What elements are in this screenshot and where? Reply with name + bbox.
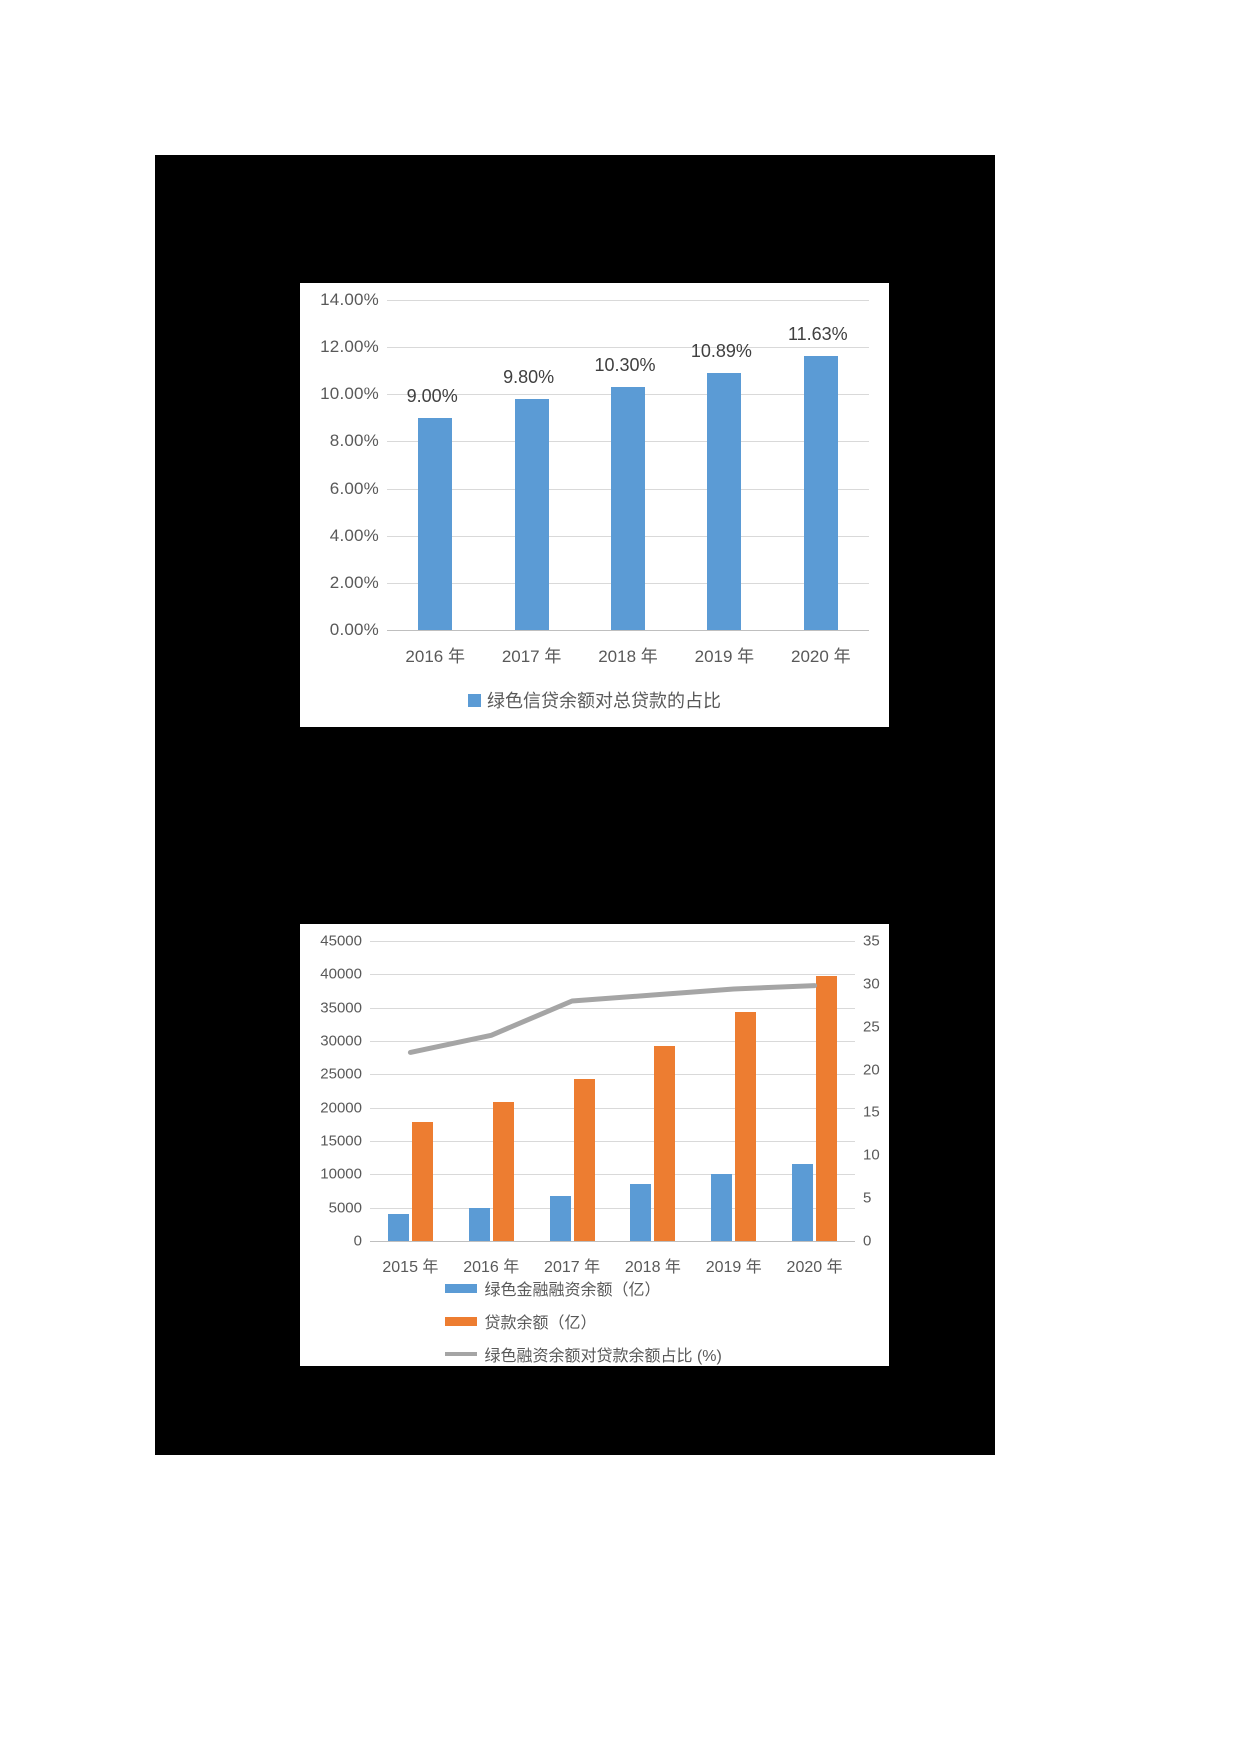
chart2-bar-green-finance — [630, 1184, 652, 1241]
chart2-bar-green-finance — [711, 1174, 733, 1241]
chart1-legend-label-0: 绿色信贷余额对总贷款的占比 — [487, 691, 721, 711]
legend-swatch-rect-blue — [444, 1283, 477, 1293]
chart1-xtick-label: 2017 年 — [501, 647, 562, 666]
chart2-xtick-label: 2019 年 — [705, 1259, 762, 1276]
chart2-legend: 绿色金融融资余额（亿） 贷款余额（亿） 绿色融资余额对贷款余额占比 (%) — [300, 1276, 889, 1366]
legend-swatch-line-gray — [444, 1352, 477, 1356]
chart2-ytick-label-right: 10 — [863, 1146, 880, 1164]
chart2-ytick-label-left: 25000 — [320, 1065, 362, 1083]
chart1-bar — [418, 417, 453, 630]
chart1-plot-area: 0.00% 2.00% 4.00% 6.00% 8.00% 10.00% 12.00% 14.… — [320, 290, 869, 666]
chart2-gridline — [370, 1107, 855, 1109]
chart1-legend: 绿色信贷余额对总贷款的占比 — [300, 687, 889, 713]
chart2-gridline — [370, 1041, 855, 1042]
chart2-gridline — [370, 1174, 855, 1176]
chart2-ytick-label-right: 15 — [863, 1103, 880, 1121]
chart2-bar-green-finance — [468, 1207, 490, 1241]
chart2-bar-loan-balance — [735, 1011, 757, 1241]
chart1-data-label: 9.00% — [406, 385, 458, 406]
chart2-gridline — [370, 1207, 855, 1209]
chart1-data-label: 11.63% — [787, 323, 848, 344]
chart1-gridline — [387, 347, 869, 349]
chart2-ytick-label-left: 0 — [353, 1232, 362, 1250]
chart2-ytick-label-left: 10000 — [320, 1165, 362, 1183]
chart2-plot-area: 0 5000 10000 15000 20000 25000 30000 35000 40000… — [320, 933, 879, 1277]
chart2-gridline — [370, 1141, 855, 1142]
chart1-bar — [611, 387, 645, 630]
chart2-axis-baseline — [370, 1241, 855, 1242]
chart2-ytick-label-right: 0 — [863, 1232, 872, 1250]
chart1-bar — [514, 399, 549, 630]
chart2-bar-green-finance — [387, 1214, 409, 1241]
chart1-ytick-label: 8.00% — [329, 431, 379, 451]
chart1-ytick-label: 6.00% — [329, 478, 379, 498]
chart1-ytick-label: 4.00% — [329, 525, 379, 545]
chart1-xtick-label: 2016 年 — [405, 647, 465, 666]
chart-green-credit-share: 0.00% 2.00% 4.00% 6.00% 8.00% 10.00% 12.00% 14.… — [300, 283, 889, 727]
chart2-ytick-label-right: 20 — [863, 1061, 880, 1079]
chart-green-finance-vs-loans: 0 5000 10000 15000 20000 25000 30000 35000 40000… — [300, 924, 889, 1366]
chart2-legend-label-2: 绿色融资余额对贷款余额占比 (%) — [484, 1348, 722, 1365]
chart2-ytick-label-right: 30 — [863, 975, 880, 993]
chart1-data-label: 10.89% — [690, 341, 752, 362]
chart2-ytick-label-right: 25 — [863, 1018, 880, 1036]
chart2-xtick-label: 2020 年 — [786, 1259, 843, 1276]
chart2-ytick-label-left: 30000 — [320, 1032, 362, 1050]
chart1-data-label: 10.30% — [594, 355, 656, 376]
chart1-ytick-label: 2.00% — [329, 572, 379, 592]
chart2-bar-green-finance — [549, 1196, 571, 1241]
chart2-gridline — [370, 974, 855, 976]
chart2-ytick-label-right: 35 — [863, 932, 880, 950]
chart2-bar-loan-balance — [816, 975, 838, 1241]
chart1-bar — [707, 373, 742, 630]
chart2-ytick-label-left: 20000 — [320, 1099, 362, 1117]
chart2-ytick-label-right: 5 — [863, 1189, 872, 1207]
chart2-bar-loan-balance — [654, 1045, 676, 1241]
chart2-bar-loan-balance — [573, 1079, 595, 1241]
chart1-xtick-label: 2018 年 — [598, 647, 658, 666]
chart2-xtick-label: 2017 年 — [544, 1259, 601, 1276]
chart1-gridline — [387, 300, 869, 301]
chart2-ytick-label-left: 40000 — [320, 965, 362, 983]
chart2-xtick-label: 2018 年 — [624, 1259, 681, 1276]
chart1-bar — [803, 355, 838, 630]
chart2-ytick-label-left: 45000 — [320, 932, 362, 950]
chart1-ytick-label: 14.00% — [320, 290, 379, 309]
chart2-ytick-label-left: 35000 — [320, 999, 362, 1017]
chart2-legend-item-0: 绿色金融融资余额（亿） — [444, 1276, 745, 1300]
chart1-xtick-label: 2019 年 — [694, 647, 755, 666]
chart2-xtick-label: 2016 年 — [463, 1259, 520, 1276]
legend-swatch-rect-orange — [444, 1316, 477, 1326]
chart2-legend-item-1: 贷款余额（亿） — [444, 1309, 745, 1333]
chart2-ytick-label-left: 5000 — [328, 1199, 362, 1217]
legend-swatch-square — [468, 693, 481, 707]
chart2-bar-green-finance — [792, 1164, 814, 1241]
chart1-xtick-label: 2020 年 — [791, 647, 851, 666]
chart2-gridline — [370, 1007, 855, 1009]
chart1-ytick-label: 0.00% — [329, 620, 379, 639]
chart2-xtick-label: 2015 年 — [382, 1259, 439, 1276]
chart2-ytick-label-left: 15000 — [320, 1132, 362, 1150]
chart2-line-series — [407, 983, 818, 1055]
chart2-gridline — [370, 1074, 855, 1076]
chart2-legend-item-2: 绿色融资余额对贷款余额占比 (%) — [444, 1342, 745, 1366]
chart1-data-label: 9.80% — [503, 367, 555, 387]
chart1-ytick-label: 10.00% — [320, 384, 379, 404]
chart1-ytick-label: 12.00% — [320, 337, 379, 357]
chart2-legend-label-0: 绿色金融融资余额（亿） — [484, 1282, 661, 1299]
chart2-bar-loan-balance — [411, 1122, 433, 1241]
chart2-bar-loan-balance — [492, 1102, 514, 1241]
chart2-legend-label-1: 贷款余额（亿） — [484, 1315, 597, 1332]
chart1-axis-baseline — [387, 630, 869, 631]
chart2-gridline — [370, 941, 855, 942]
